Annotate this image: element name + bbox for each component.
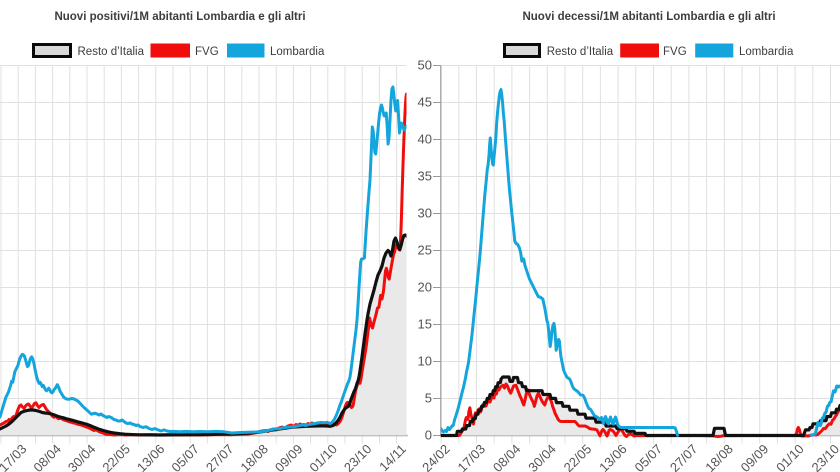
svg-text:35: 35 — [418, 169, 432, 184]
svg-text:18/08: 18/08 — [237, 441, 271, 472]
svg-text:0: 0 — [425, 428, 432, 443]
svg-text:17/03: 17/03 — [455, 441, 489, 472]
svg-text:23/10: 23/10 — [809, 441, 840, 472]
svg-text:30/04: 30/04 — [65, 441, 99, 472]
svg-text:Lombardia: Lombardia — [739, 46, 794, 58]
svg-text:09/09: 09/09 — [738, 441, 772, 472]
svg-text:Lombardia: Lombardia — [270, 46, 325, 58]
svg-text:Resto d’Italia: Resto d’Italia — [547, 46, 614, 58]
svg-text:14/11: 14/11 — [376, 441, 409, 472]
svg-text:27/07: 27/07 — [667, 441, 701, 472]
svg-text:FVG: FVG — [663, 46, 687, 58]
svg-text:22/05: 22/05 — [99, 441, 133, 472]
svg-text:09/09: 09/09 — [272, 441, 306, 472]
svg-text:27/07: 27/07 — [203, 441, 237, 472]
svg-text:Nuovi positivi/1M abitanti Lom: Nuovi positivi/1M abitanti Lombardia e g… — [54, 11, 305, 23]
svg-text:40: 40 — [418, 132, 432, 147]
svg-text:18/08: 18/08 — [702, 441, 736, 472]
svg-text:10: 10 — [418, 354, 432, 369]
svg-text:30: 30 — [418, 206, 432, 221]
svg-text:15: 15 — [418, 317, 432, 332]
svg-text:30/04: 30/04 — [525, 441, 559, 472]
svg-text:17/03: 17/03 — [0, 441, 30, 472]
svg-text:5: 5 — [425, 391, 432, 406]
svg-text:08/04: 08/04 — [490, 441, 524, 472]
svg-text:23/10: 23/10 — [341, 441, 375, 472]
svg-text:08/04: 08/04 — [30, 441, 64, 472]
svg-text:01/10: 01/10 — [773, 441, 807, 472]
svg-text:20: 20 — [418, 280, 432, 295]
svg-text:13/06: 13/06 — [596, 441, 630, 472]
svg-text:25: 25 — [418, 243, 432, 258]
svg-text:05/07: 05/07 — [632, 441, 666, 472]
svg-text:Resto d’Italia: Resto d’Italia — [78, 46, 145, 58]
svg-text:50: 50 — [418, 58, 432, 73]
svg-text:05/07: 05/07 — [168, 441, 202, 472]
svg-text:22/05: 22/05 — [561, 441, 595, 472]
svg-text:Nuovi decessi/1M abitanti Lomb: Nuovi decessi/1M abitanti Lombardia e gl… — [522, 11, 775, 23]
svg-text:FVG: FVG — [195, 46, 219, 58]
svg-text:24/02: 24/02 — [419, 441, 453, 472]
svg-text:45: 45 — [418, 95, 432, 110]
svg-text:01/10: 01/10 — [306, 441, 340, 472]
svg-text:13/06: 13/06 — [134, 441, 168, 472]
